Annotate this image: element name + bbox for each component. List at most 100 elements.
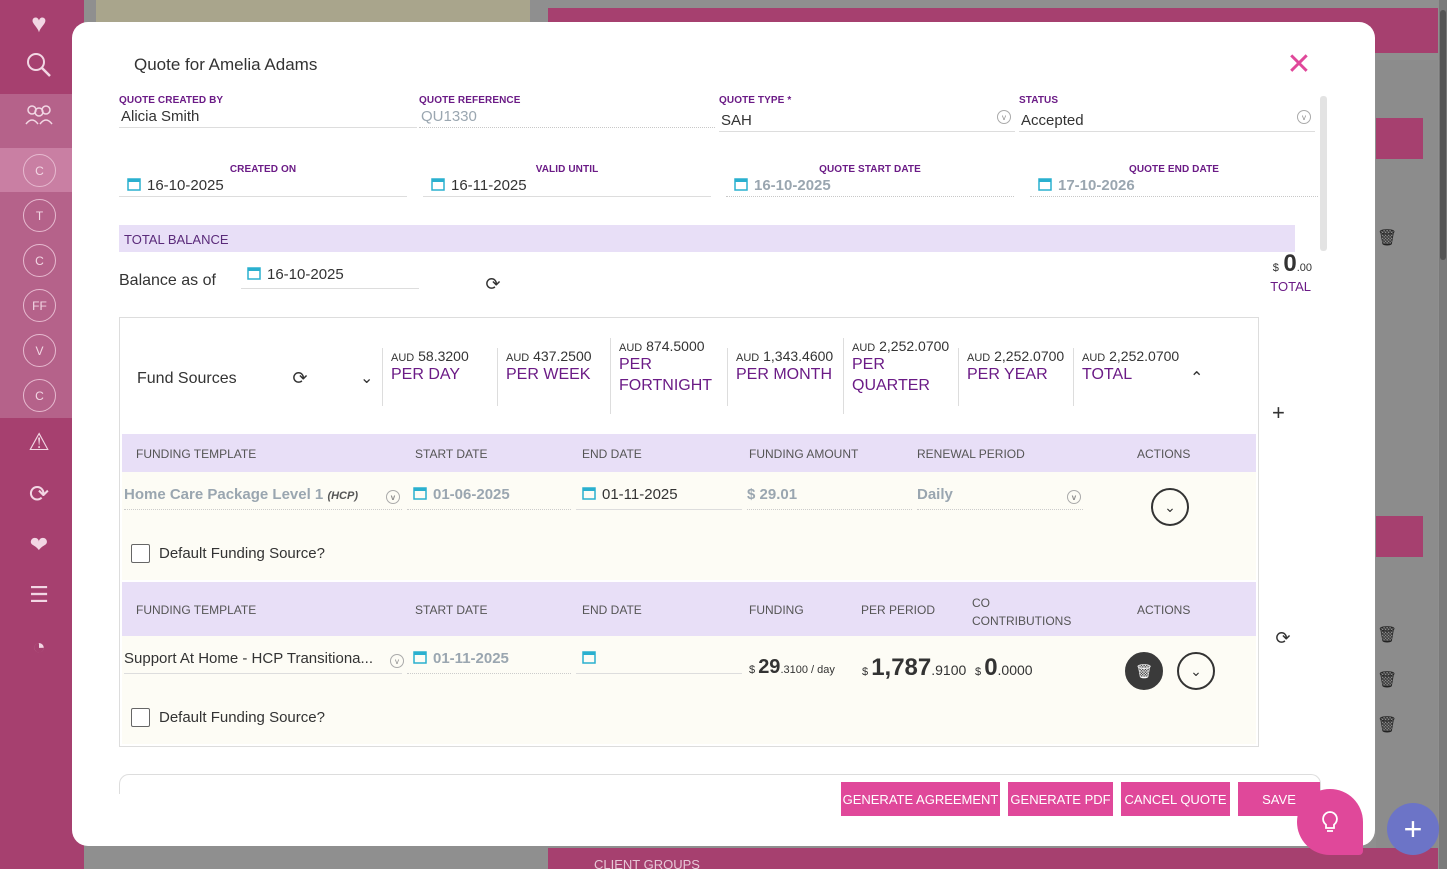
field-label: CREATED ON <box>229 164 297 175</box>
stat-currency: AUD <box>506 352 530 364</box>
users-icon[interactable] <box>22 102 56 136</box>
start-date-value: 01-11-2025 <box>433 650 509 667</box>
chevron-down-icon[interactable]: v <box>386 490 400 504</box>
status-field[interactable]: STATUS Accepted v <box>1019 95 1315 132</box>
per-period-value: $ 1,787.9100 <box>862 654 967 681</box>
calendar-icon[interactable] <box>1038 177 1052 191</box>
field-label: QUOTE CREATED BY <box>119 95 224 106</box>
expand-row-button[interactable]: ⌄ <box>1177 652 1215 690</box>
expand-row-button[interactable]: ⌄ <box>1151 488 1189 526</box>
calendar-icon[interactable] <box>247 266 261 280</box>
start-date-input[interactable]: 01-11-2025 <box>407 650 571 674</box>
cancel-quote-button[interactable]: CANCEL QUOTE <box>1121 782 1230 816</box>
end-date-value: 01-11-2025 <box>602 486 678 503</box>
chevron-down-icon[interactable]: v <box>1067 490 1081 504</box>
chevron-up-icon[interactable]: ⌃ <box>1190 370 1204 387</box>
quote-start-date-field[interactable]: QUOTE START DATE 16-10-2025 <box>726 164 1014 197</box>
stat-per-month: AUD 1,343.4600 PER MONTH <box>727 348 842 406</box>
default-funding-checkbox[interactable] <box>131 708 150 727</box>
calendar-icon[interactable] <box>582 650 596 664</box>
refresh-balance-icon[interactable]: ⟳ <box>485 274 501 294</box>
calendar-icon[interactable] <box>127 177 141 191</box>
funding-table-2-header: FUNDING TEMPLATE START DATE END DATE FUN… <box>122 582 1256 636</box>
funding-template-select[interactable]: Support At Home - HCP Transitiona... v <box>124 650 404 674</box>
default-funding-checkbox[interactable] <box>131 544 150 563</box>
bg-trash-icon: 🗑 <box>1377 717 1398 734</box>
fund-sources-panel: Fund Sources ⟳ ⌄ AUD 58.3200 PER DAY AUD… <box>119 317 1259 747</box>
created-by-value: Alicia Smith <box>119 106 417 128</box>
page-scrollbar[interactable] <box>1439 0 1447 869</box>
lightbulb-icon[interactable] <box>1297 789 1363 855</box>
total-label: TOTAL <box>1270 279 1311 294</box>
quote-type-field[interactable]: QUOTE TYPE * SAH v <box>719 95 1015 132</box>
sidebar-circle-t[interactable]: T <box>23 199 56 232</box>
history-icon[interactable]: ⟳ <box>28 481 50 508</box>
sidebar-circle-v[interactable]: V <box>23 334 56 367</box>
modal-scrollbar[interactable] <box>1320 96 1327 251</box>
messages-icon[interactable]: ☰ <box>29 582 49 607</box>
bg-panel-left <box>96 0 530 22</box>
generate-pdf-button[interactable]: GENERATE PDF <box>1008 782 1113 816</box>
close-icon[interactable]: ✕ <box>1286 48 1312 81</box>
quote-type-select[interactable]: SAH v <box>719 106 1015 132</box>
sidebar-circle-ff[interactable]: FF <box>23 289 56 322</box>
field-label: STATUS <box>1019 95 1059 106</box>
renewal-period-select[interactable]: Daily v <box>917 486 1083 510</box>
quote-end-date-field[interactable]: QUOTE END DATE 17-10-2026 <box>1030 164 1318 197</box>
heart-logo-icon: ♥ <box>31 8 47 38</box>
stat-per-week: AUD 437.2500 PER WEEK <box>497 348 612 406</box>
bg-trash-icon: 🗑 <box>1377 230 1398 247</box>
funding-template-select[interactable]: Home Care Package Level 1 (HCP) v <box>124 486 402 510</box>
care-hearts-icon[interactable]: ❤ <box>29 532 49 557</box>
created-on-input[interactable]: 16-10-2025 <box>119 175 407 197</box>
dashboard-gauge-icon[interactable]: ◔ <box>32 634 46 659</box>
search-icon[interactable] <box>22 50 56 84</box>
sidebar-circle-c2[interactable]: C <box>23 244 56 277</box>
warning-icon[interactable]: ⚠ <box>28 429 50 456</box>
sidebar-circle-c1[interactable]: C <box>23 154 56 187</box>
end-date-input[interactable]: 01-11-2025 <box>576 486 742 510</box>
end-date-input[interactable] <box>576 650 742 674</box>
quote-end-date-input[interactable]: 17-10-2026 <box>1030 175 1318 197</box>
balance-date-input[interactable]: 16-10-2025 <box>241 264 419 289</box>
bg-right-strip <box>1376 60 1438 860</box>
stat-currency: AUD <box>391 352 415 364</box>
valid-until-input[interactable]: 16-11-2025 <box>423 175 711 197</box>
delete-row-button[interactable]: 🗑 <box>1125 652 1163 690</box>
col-actions: ACTIONS <box>1137 447 1191 461</box>
add-fund-source-button[interactable]: + <box>1272 400 1285 425</box>
calendar-icon[interactable] <box>734 177 748 191</box>
bg-panel-header-2 <box>1376 118 1423 159</box>
refresh-funding-icon[interactable]: ⟳ <box>1275 628 1291 648</box>
template-tag: (HCP) <box>327 490 359 502</box>
quote-start-date-input[interactable]: 16-10-2025 <box>726 175 1014 197</box>
calendar-icon[interactable] <box>431 177 445 191</box>
col-end-date: END DATE <box>582 447 642 461</box>
start-date-value: 01-06-2025 <box>433 486 510 503</box>
chevron-down-icon[interactable]: v <box>997 110 1011 124</box>
calendar-icon[interactable] <box>413 650 427 664</box>
quote-reference-field: QUOTE REFERENCE QU1330 <box>419 95 715 128</box>
stat-amount: 2,252.0700 <box>879 338 950 354</box>
valid-until-field[interactable]: VALID UNTIL 16-11-2025 <box>423 164 711 197</box>
calendar-icon[interactable] <box>413 486 427 500</box>
chevron-down-icon[interactable]: v <box>390 654 404 668</box>
refresh-fund-sources-icon[interactable]: ⟳ <box>292 368 308 388</box>
stat-total: AUD 2,252.0700 TOTAL <box>1073 348 1188 406</box>
start-date-input[interactable]: 01-06-2025 <box>407 486 571 510</box>
stat-amount: 437.2500 <box>533 348 592 364</box>
stat-per-day: AUD 58.3200 PER DAY <box>382 348 497 406</box>
col-funding: FUNDING <box>749 603 804 617</box>
created-on-field[interactable]: CREATED ON 16-10-2025 <box>119 164 407 197</box>
generate-agreement-button[interactable]: GENERATE AGREEMENT <box>841 782 1000 816</box>
funding-cents: .3100 <box>780 664 808 676</box>
sidebar-circle-c3[interactable]: C <box>23 379 56 412</box>
stat-per-year: AUD 2,252.0700 PER YEAR <box>958 348 1073 406</box>
calendar-icon[interactable] <box>582 486 596 500</box>
chevron-down-icon[interactable]: ⌄ <box>360 370 374 387</box>
add-fab-button[interactable]: + <box>1387 803 1439 855</box>
chevron-down-icon[interactable]: v <box>1297 110 1311 124</box>
status-select[interactable]: Accepted v <box>1019 106 1315 132</box>
col-start-date: START DATE <box>415 603 488 617</box>
stat-currency: AUD <box>619 342 643 354</box>
